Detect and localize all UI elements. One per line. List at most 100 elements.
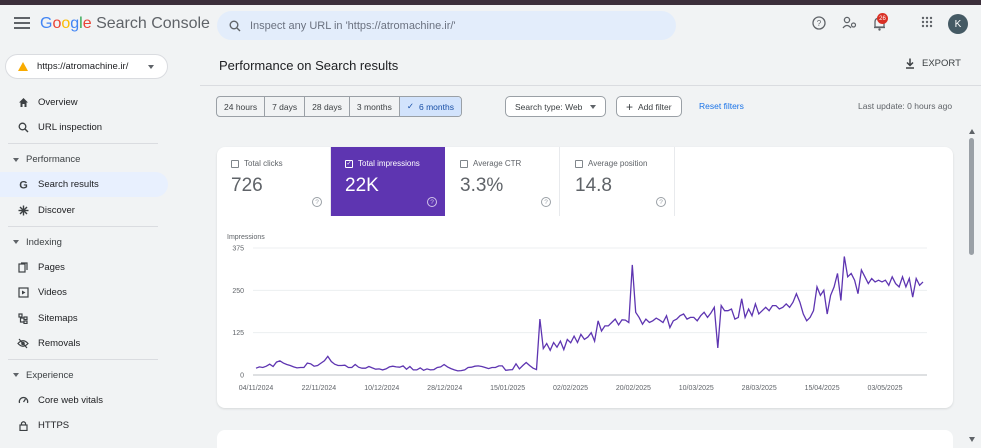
app-logo[interactable]: Google Search Console [40, 15, 210, 32]
date-range-3-months[interactable]: 3 months [350, 97, 400, 116]
notification-badge: 26 [877, 13, 888, 24]
sitemap-icon [17, 312, 29, 324]
sidebar-item-overview[interactable]: Overview [0, 90, 168, 115]
page-title: Performance on Search results [219, 58, 399, 73]
queries-card [217, 430, 953, 448]
scroll-up-arrow[interactable] [969, 129, 975, 134]
x-tick-label: 04/11/2024 [239, 385, 274, 392]
x-tick-label: 03/05/2025 [867, 385, 902, 392]
manage-users-icon[interactable] [842, 16, 857, 30]
asterisk-icon [17, 204, 29, 216]
date-range-28-days[interactable]: 28 days [305, 97, 350, 116]
y-tick-label: 375 [232, 246, 244, 253]
scroll-down-arrow[interactable] [969, 437, 975, 442]
y-axis-label: Impressions [227, 234, 265, 241]
x-tick-label: 10/03/2025 [679, 385, 714, 392]
eye-off-icon [17, 337, 29, 349]
scrollbar-thumb[interactable] [969, 138, 974, 255]
help-icon[interactable]: ? [312, 197, 322, 207]
top-bar: Google Search Console Inspect any URL in… [0, 5, 981, 45]
google-g-icon: G [17, 179, 29, 191]
property-selector[interactable]: https://atromachine.ir/ [5, 54, 168, 79]
search-icon [17, 122, 29, 134]
y-tick-label: 250 [232, 288, 244, 295]
x-tick-label: 10/12/2024 [364, 385, 399, 392]
export-button[interactable]: EXPORT [905, 58, 961, 69]
date-range-6-months[interactable]: ✓ 6 months [399, 97, 461, 116]
property-url: https://atromachine.ir/ [37, 61, 129, 72]
lock-icon [17, 420, 29, 432]
help-icon[interactable]: ? [656, 197, 666, 207]
metric-total-clicks[interactable]: Total clicks 726 ? [217, 147, 331, 216]
date-range-7-days[interactable]: 7 days [265, 97, 306, 116]
warning-icon [18, 62, 28, 71]
url-inspect-search[interactable]: Inspect any URL in 'https://atromachine.… [217, 11, 676, 40]
sidebar-divider [8, 225, 158, 227]
sidebar-section-indexing[interactable]: Indexing [0, 230, 168, 255]
x-tick-label: 20/02/2025 [616, 385, 651, 392]
sidebar-item-url-inspection[interactable]: URL inspection [0, 115, 168, 140]
chevron-down-icon [13, 240, 19, 245]
x-tick-label: 22/11/2024 [302, 385, 337, 392]
check-icon: ✓ [406, 101, 415, 111]
checkbox[interactable] [231, 159, 239, 168]
x-tick-label: 15/04/2025 [805, 385, 840, 392]
x-tick-label: 28/03/2025 [742, 385, 777, 392]
performance-chart-card: Total clicks 726 ? ✓ Total impressions 22… [217, 147, 953, 408]
header-divider [200, 85, 981, 86]
checkbox[interactable] [575, 159, 583, 168]
x-tick-label: 28/12/2024 [427, 385, 462, 392]
window-top-stripe [0, 0, 981, 5]
metric-average-position[interactable]: Average position 14.8 ? [561, 147, 675, 216]
sidebar-item-removals[interactable]: Removals [0, 331, 168, 356]
sidebar-section-experience[interactable]: Experience [0, 363, 168, 388]
add-filter-button[interactable]: + Add filter [616, 96, 682, 117]
sidebar-item-discover[interactable]: Discover [0, 198, 168, 223]
help-icon[interactable]: ? [812, 16, 826, 30]
metric-total-impressions[interactable]: ✓ Total impressions 22K ? [331, 147, 445, 216]
plus-icon: + [626, 99, 634, 114]
x-tick-label: 15/01/2025 [490, 385, 525, 392]
sidebar-divider [8, 143, 158, 145]
sidebar-item-pages[interactable]: Pages [0, 255, 168, 280]
home-icon [17, 97, 29, 109]
date-range-selector: 24 hours 7 days 28 days 3 months ✓ 6 mont… [216, 96, 462, 117]
sidebar-item-videos[interactable]: Videos [0, 280, 168, 305]
y-tick-label: 125 [232, 330, 244, 337]
chevron-down-icon [13, 157, 19, 162]
metric-average-ctr[interactable]: Average CTR 3.3% ? [446, 147, 560, 216]
reset-filters-link[interactable]: Reset filters [699, 101, 744, 111]
impressions-chart: Impressions 375 250 125 0 04/11/2024 22/11/2… [227, 234, 927, 392]
chevron-down-icon [13, 373, 19, 378]
avatar[interactable]: K [948, 14, 968, 34]
help-icon[interactable]: ? [541, 197, 551, 207]
help-icon[interactable]: ? [427, 197, 437, 207]
svg-text:G: G [19, 180, 28, 191]
chevron-down-icon [148, 65, 154, 69]
gauge-icon [17, 394, 29, 406]
sidebar-item-https[interactable]: HTTPS [0, 413, 168, 438]
impressions-series-line [255, 256, 924, 372]
checkbox[interactable] [460, 159, 468, 168]
sidebar-item-core-web-vitals[interactable]: Core web vitals [0, 388, 168, 413]
pages-icon [17, 261, 29, 273]
sidebar-item-search-results[interactable]: G Search results [0, 172, 168, 198]
sidebar-item-sitemaps[interactable]: Sitemaps [0, 306, 168, 331]
videos-icon [17, 287, 29, 299]
search-placeholder: Inspect any URL in 'https://atromachine.… [250, 19, 456, 32]
download-icon [906, 58, 914, 69]
sidebar-nav: Overview URL inspection Performance G Se… [0, 90, 168, 439]
apps-grid-icon[interactable] [921, 16, 933, 28]
sidebar-section-performance[interactable]: Performance [0, 147, 168, 172]
menu-icon[interactable] [14, 17, 30, 31]
search-type-filter[interactable]: Search type: Web [505, 96, 607, 117]
last-update-text: Last update: 0 hours ago [858, 101, 953, 111]
date-range-24-hours[interactable]: 24 hours [217, 97, 266, 116]
y-tick-label: 0 [240, 373, 244, 380]
chevron-down-icon [590, 104, 597, 109]
search-icon [229, 20, 241, 31]
sidebar-divider [8, 358, 158, 360]
svg-text:?: ? [817, 19, 822, 28]
checkbox-checked[interactable]: ✓ [345, 159, 353, 168]
x-tick-label: 02/02/2025 [553, 385, 588, 392]
